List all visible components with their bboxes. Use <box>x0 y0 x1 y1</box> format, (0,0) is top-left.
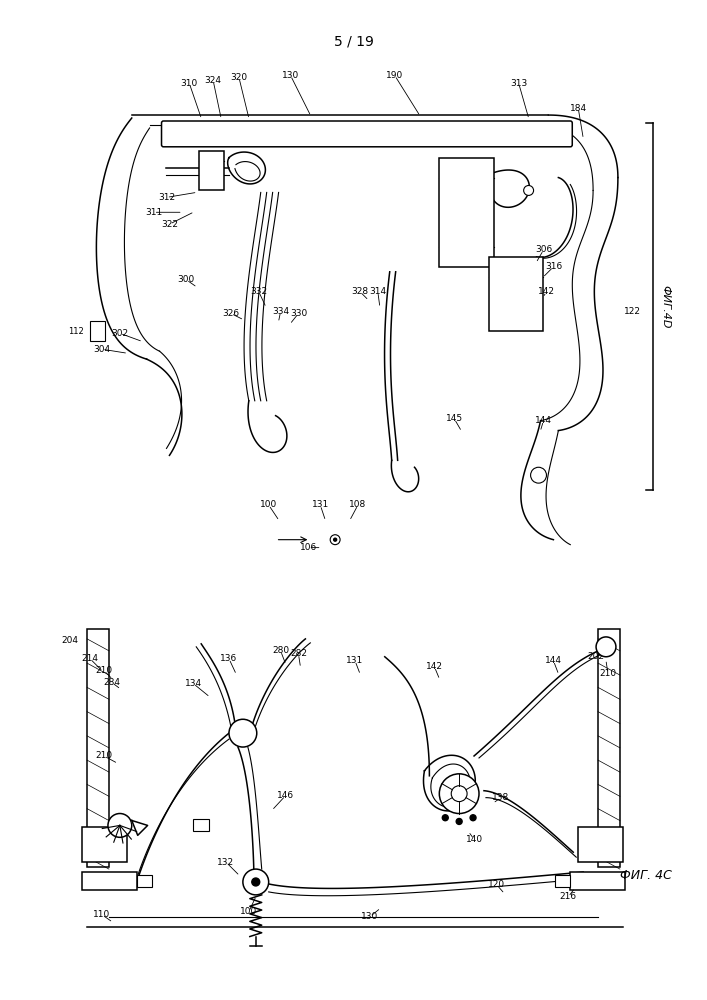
Bar <box>136 875 151 887</box>
Text: 280: 280 <box>272 646 289 655</box>
Text: 142: 142 <box>538 287 555 296</box>
Circle shape <box>456 818 462 824</box>
Text: 314: 314 <box>369 287 386 296</box>
Text: 140: 140 <box>465 835 483 844</box>
Text: 313: 313 <box>510 79 527 88</box>
Text: 300: 300 <box>177 275 195 284</box>
Text: 326: 326 <box>223 309 240 318</box>
Bar <box>556 875 571 887</box>
Text: 320: 320 <box>230 73 247 82</box>
Text: 131: 131 <box>312 500 329 509</box>
Text: 210: 210 <box>95 666 112 675</box>
Text: 100: 100 <box>240 907 257 916</box>
Text: 146: 146 <box>277 791 294 800</box>
Text: 306: 306 <box>535 245 552 254</box>
Circle shape <box>470 815 476 821</box>
Text: 330: 330 <box>290 309 307 318</box>
Circle shape <box>596 637 616 657</box>
Text: 210: 210 <box>600 669 617 678</box>
Bar <box>193 819 209 831</box>
Text: 310: 310 <box>181 79 198 88</box>
Bar <box>439 158 494 267</box>
Text: 145: 145 <box>445 414 463 423</box>
Circle shape <box>243 869 269 895</box>
Text: 134: 134 <box>185 679 201 688</box>
Text: 130: 130 <box>361 912 378 921</box>
Text: 130: 130 <box>282 71 299 80</box>
Text: 120: 120 <box>489 880 506 889</box>
Text: 312: 312 <box>158 193 175 202</box>
Text: 282: 282 <box>290 649 307 658</box>
Text: 5 / 19: 5 / 19 <box>334 35 374 49</box>
Circle shape <box>530 467 547 483</box>
Bar <box>199 151 224 190</box>
Text: 110: 110 <box>93 910 110 919</box>
Bar <box>82 827 127 862</box>
Circle shape <box>439 774 479 814</box>
Circle shape <box>229 719 257 747</box>
Text: 144: 144 <box>545 656 562 665</box>
Text: 322: 322 <box>161 220 178 229</box>
Text: 311: 311 <box>145 208 162 217</box>
Text: 328: 328 <box>351 287 368 296</box>
Bar <box>82 872 136 890</box>
Text: 302: 302 <box>111 329 129 338</box>
Circle shape <box>334 538 337 541</box>
Text: 131: 131 <box>346 656 363 665</box>
Text: 112: 112 <box>69 327 84 336</box>
Text: 184: 184 <box>570 104 587 113</box>
Text: 136: 136 <box>221 654 238 663</box>
FancyBboxPatch shape <box>161 121 572 147</box>
Text: 100: 100 <box>260 500 277 509</box>
Text: 106: 106 <box>300 543 317 552</box>
Text: 284: 284 <box>103 678 120 687</box>
Text: 210: 210 <box>95 751 112 760</box>
Bar <box>598 629 620 867</box>
Text: 216: 216 <box>560 892 577 901</box>
Bar <box>90 321 105 341</box>
Text: 144: 144 <box>535 416 552 425</box>
Bar <box>571 872 625 890</box>
Circle shape <box>330 535 340 545</box>
Circle shape <box>443 815 448 821</box>
Bar <box>87 629 109 867</box>
Text: 204: 204 <box>62 636 78 645</box>
Polygon shape <box>132 820 148 835</box>
Circle shape <box>108 814 132 837</box>
Text: 316: 316 <box>545 262 562 271</box>
Bar <box>578 827 623 862</box>
Text: 202: 202 <box>588 652 604 661</box>
Text: 334: 334 <box>272 307 289 316</box>
Text: 132: 132 <box>218 858 235 867</box>
Text: 190: 190 <box>386 71 403 80</box>
Circle shape <box>524 185 534 195</box>
Text: 332: 332 <box>250 287 267 296</box>
Text: 108: 108 <box>349 500 367 509</box>
Bar <box>489 257 544 331</box>
Text: ФИГ. 4C: ФИГ. 4C <box>620 869 672 882</box>
Text: 214: 214 <box>81 654 98 663</box>
Text: 142: 142 <box>426 662 443 671</box>
Circle shape <box>451 786 467 802</box>
Text: 122: 122 <box>624 307 641 316</box>
Text: 304: 304 <box>93 345 110 354</box>
Text: 138: 138 <box>492 793 510 802</box>
Text: 324: 324 <box>204 76 221 85</box>
Circle shape <box>252 878 259 886</box>
Text: ФИГ.4D: ФИГ.4D <box>660 285 670 328</box>
